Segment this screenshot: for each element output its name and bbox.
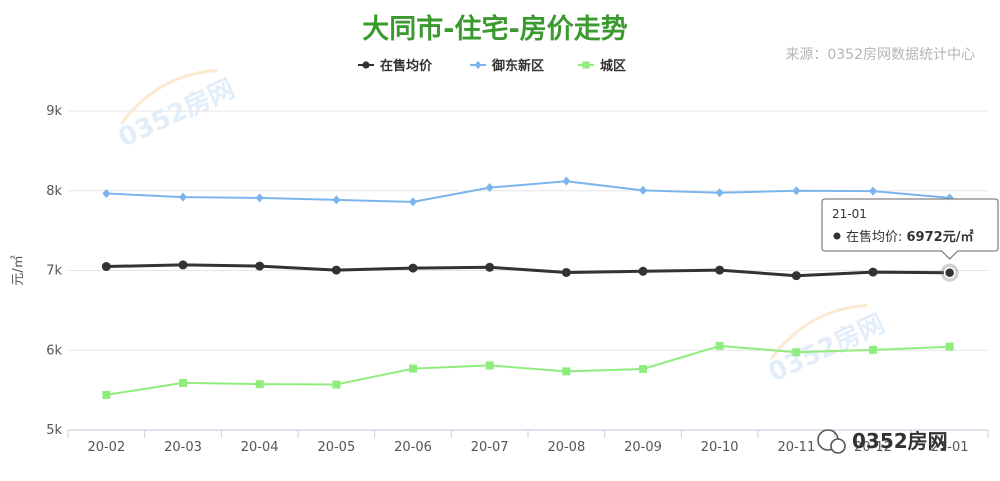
point-2-20-12 [869,186,877,196]
series-2 [102,176,954,207]
tooltip-box [821,198,999,260]
legend-marker-3 [582,61,590,69]
legend-label-3: 城区 [600,58,626,74]
x-tick-20-12: 20-12 [854,440,892,455]
point-1-20-12 [868,267,878,277]
x-tick-20-05: 20-05 [317,440,355,455]
x-tick-21-01: 21-01 [931,440,969,455]
point-3-20-05 [332,380,341,389]
point-3-20-10 [715,341,724,350]
x-tick-labels: 20-02 20-03 20-04 20-05 20-06 20-07 20-08 20-09… [87,440,968,455]
point-1-20-03 [178,260,188,270]
axes [67,429,989,438]
watermark-group: 0352房网 0352房网 [114,68,889,389]
point-2-20-07 [485,183,494,193]
legend-label-2: 御东新区 [491,58,544,74]
y-tick-8k: 8k [46,184,62,199]
x-tick-20-08: 20-08 [547,440,585,455]
watermark-text: 0352房网 [114,74,239,154]
x-tick-20-06: 20-06 [394,440,432,455]
point-2-20-04 [255,193,264,203]
point-2-20-03 [179,192,187,202]
point-1-20-08 [561,267,571,277]
legend: 在售均价 御东新区 城区 [358,58,626,74]
y-axis-label: 元/㎡ [11,255,26,285]
point-1-20-06 [408,263,418,273]
point-3-21-01 [945,342,954,351]
legend-marker-2 [474,60,482,70]
legend-marker-1 [362,61,370,69]
point-3-20-03 [179,378,187,387]
watermark-1: 0352房网 [114,68,239,154]
point-3-20-12 [869,345,877,354]
point-2-20-11 [792,186,801,196]
series-line-2 [106,180,950,203]
point-3-20-04 [255,380,264,389]
point-2-20-08 [562,176,571,186]
point-1-20-05 [331,265,341,275]
point-2-20-09 [639,185,647,195]
watermark-swoosh [119,68,218,126]
tooltip: 21-01 在售均价: 6972元/㎡ [821,198,999,282]
chat-bubble-small-icon [830,438,846,454]
point-3-20-02 [102,390,111,399]
point-2-20-02 [102,189,111,199]
point-1-20-09 [638,266,648,276]
brand-text: 0352房网 [852,429,948,453]
series-3 [102,341,954,399]
x-tick-20-03: 20-03 [164,440,202,455]
point-2-20-06 [409,197,417,207]
chart-title: 大同市-住宅-房价走势 [362,13,627,45]
series-group [101,176,955,399]
point-2-20-05 [332,195,341,205]
x-tick-20-07: 20-07 [471,440,509,455]
watermark-swoosh [769,303,868,361]
point-1-20-07 [485,262,495,272]
watermark-2: 0352房网 [764,303,889,389]
x-tick-20-11: 20-11 [777,440,815,455]
series-line-1 [106,263,950,278]
x-tick-20-09: 20-09 [624,440,662,455]
x-tick-20-02: 20-02 [87,440,125,455]
y-tick-9k: 9k [46,104,62,119]
point-2-20-10 [715,188,724,198]
tooltip-label: 在售均价: 6972元/㎡ [846,229,973,245]
x-tick-20-04: 20-04 [241,440,279,455]
tooltip-marker [833,232,841,240]
legend-label-1: 在售均价 [380,58,433,74]
point-1-20-10 [715,265,725,275]
point-1-20-11 [791,271,801,281]
tooltip-value: 6972元/㎡ [907,229,974,245]
y-tick-7k: 7k [46,264,62,279]
x-tick-20-10: 20-10 [701,440,739,455]
y-tick-5k: 5k [46,423,62,438]
brand-badge: 0352房网 [817,429,948,454]
point-3-20-08 [562,367,571,376]
hover-point [943,266,956,279]
y-tick-6k: 6k [46,343,62,358]
point-3-20-07 [485,361,494,370]
series-line-3 [106,344,950,396]
point-3-20-11 [792,348,801,357]
point-1-20-04 [255,261,265,271]
y-tick-labels: 5k 6k 7k 8k 9k [46,104,62,438]
tooltip-category: 21-01 [832,207,867,221]
point-3-20-09 [639,364,647,373]
data-source: 来源：0352房网数据统计中心 [785,47,975,63]
point-3-20-06 [409,364,417,373]
point-1-20-02 [101,262,111,272]
